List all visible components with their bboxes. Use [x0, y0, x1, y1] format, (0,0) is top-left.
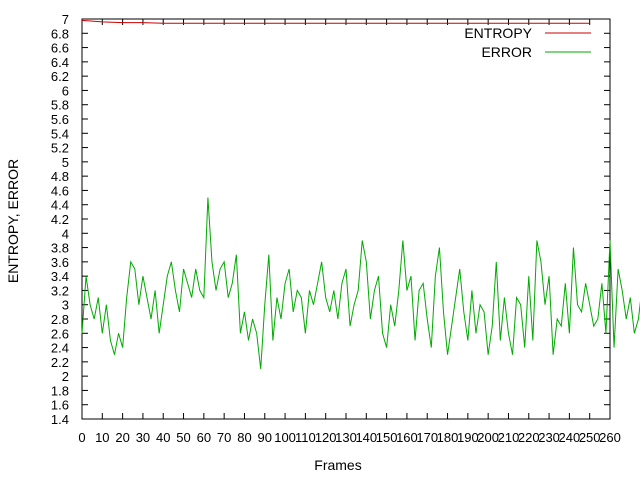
y-tick-label: 6 — [62, 83, 69, 98]
y-tick-label: 3.8 — [51, 241, 69, 256]
y-tick-label: 3.4 — [51, 269, 69, 284]
x-tick-label: 120 — [315, 430, 337, 445]
plot-frame — [81, 18, 611, 420]
y-tick-label: 6.6 — [51, 41, 69, 56]
y-tick-label: 5.4 — [51, 126, 69, 141]
x-tick-label: 160 — [396, 430, 418, 445]
x-tick-label: 150 — [376, 430, 398, 445]
x-tick-label: 200 — [477, 430, 499, 445]
y-tick-label: 2.4 — [51, 341, 69, 356]
x-axis: 0 10 20 30 40 50 60 70 80 90 100 110 120130140150160… — [78, 19, 621, 445]
x-tick-label: 40 — [156, 430, 170, 445]
y-tick-label: 3.6 — [51, 255, 69, 270]
x-tick-label: 250 — [579, 430, 601, 445]
y-tick-label: 7 — [62, 12, 69, 27]
y-axis-title: ENTROPY, ERROR — [5, 159, 21, 283]
legend: ENTROPY ERROR — [464, 25, 591, 60]
x-tick-label: 230 — [538, 430, 560, 445]
y-tick-label: 4.2 — [51, 212, 69, 227]
y-tick-label: 4.8 — [51, 169, 69, 184]
series-line-error — [81, 197, 640, 370]
x-tick-label: 50 — [176, 430, 190, 445]
x-tick-label: 100 — [274, 430, 296, 445]
x-tick-label: 180 — [437, 430, 459, 445]
legend-label-error: ERROR — [481, 44, 532, 60]
x-tick-label: 30 — [136, 430, 150, 445]
y-tick-label: 6.8 — [51, 26, 69, 41]
y-tick-label: 6.2 — [51, 69, 69, 84]
x-tick-label: 190 — [457, 430, 479, 445]
x-tick-label: 60 — [197, 430, 211, 445]
x-tick-label: 210 — [498, 430, 520, 445]
x-tick-label: 260 — [599, 430, 621, 445]
y-tick-label: 2.6 — [51, 326, 69, 341]
y-tick-label: 6.4 — [51, 55, 69, 70]
x-tick-label: 10 — [95, 430, 109, 445]
y-tick-label: 1.6 — [51, 398, 69, 413]
legend-label-entropy: ENTROPY — [464, 25, 532, 41]
y-tick-label: 3.2 — [51, 283, 69, 298]
x-tick-label: 130 — [335, 430, 357, 445]
y-tick-label: 2.8 — [51, 312, 69, 327]
y-tick-label: 2.2 — [51, 355, 69, 370]
y-tick-label: 3 — [62, 298, 69, 313]
y-tick-label: 5.6 — [51, 112, 69, 127]
y-tick-label: 4 — [62, 226, 69, 241]
y-tick-label: 1.4 — [51, 412, 69, 427]
y-tick-label: 4.6 — [51, 183, 69, 198]
x-tick-label: 240 — [559, 430, 581, 445]
x-axis-title: Frames — [314, 457, 361, 473]
x-tick-label: 110 — [295, 430, 316, 445]
x-tick-label: 220 — [518, 430, 540, 445]
x-tick-label: 90 — [258, 430, 272, 445]
y-tick-label: 2 — [62, 369, 69, 384]
y-tick-label: 4.4 — [51, 198, 69, 213]
x-tick-label: 170 — [416, 430, 438, 445]
plot-border — [81, 18, 611, 420]
x-tick-label: 70 — [217, 430, 231, 445]
y-tick-label: 1.8 — [51, 383, 69, 398]
y-tick-label: 5.2 — [51, 141, 69, 156]
y-tick-label: 5.8 — [51, 98, 69, 113]
y-tick-label: 5 — [62, 155, 69, 170]
x-tick-label: 140 — [355, 430, 377, 445]
series-lines — [81, 19, 640, 370]
series-line-entropy — [81, 19, 590, 24]
x-tick-label: 80 — [237, 430, 251, 445]
x-tick-label: 20 — [115, 430, 129, 445]
y-axis: 1.41.61.822.22.42.62.833.23.43.63.844.24… — [51, 12, 610, 427]
x-tick-label: 0 — [78, 430, 85, 445]
